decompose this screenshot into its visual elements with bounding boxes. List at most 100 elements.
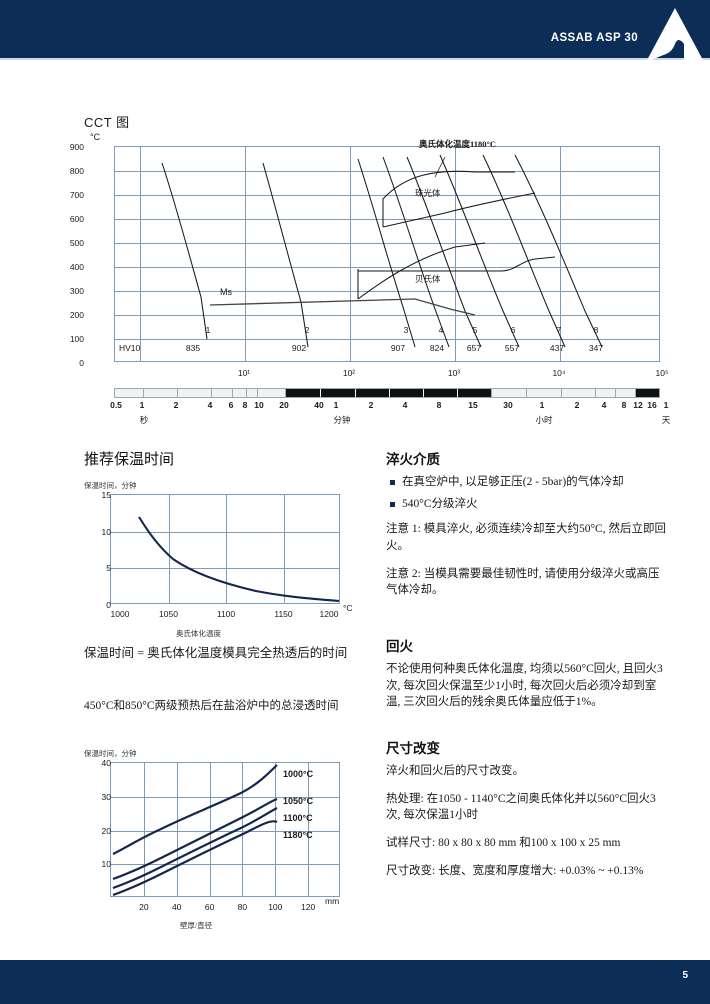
series-1000C (112, 764, 278, 855)
cooling-curve-2 (262, 162, 309, 348)
pearlite-lower (382, 192, 536, 228)
x-tick: 20 (139, 902, 149, 912)
chart3-curves (112, 764, 278, 897)
dimension-line-2: 热处理: 在1050 - 1140°C之间奥氏体化并以560°C回火3次, 每次… (386, 792, 656, 822)
gridline-h (111, 568, 339, 570)
quench-bullet-text: 540°C分级淬火 (402, 497, 478, 510)
gridline-h (111, 796, 339, 798)
y-tick: 10 (101, 526, 111, 537)
y-tick: 400 (69, 262, 84, 272)
retained-line (358, 256, 556, 272)
header-divider (0, 58, 710, 60)
curve-number: 4 (438, 325, 444, 335)
curve-number: 5 (472, 325, 478, 335)
x-tick: 120 (301, 902, 316, 912)
list-item: 在真空炉中, 以足够正压(2 - 5bar)的气体冷却 (386, 474, 670, 491)
curve-number: 3 (403, 325, 409, 335)
chart3-x-axis-label: 壁厚/直径 (180, 921, 213, 930)
x-tick: 1050 (159, 609, 178, 619)
y-tick: 0 (79, 358, 84, 368)
cct-curves (161, 154, 603, 348)
gridline-h (111, 864, 339, 866)
gridline-h (111, 830, 339, 832)
chart3-plot-area: 10 20 30 40 20 40 60 80 100 120 mm 1000°… (102, 758, 340, 912)
x-tick: 80 (237, 902, 248, 912)
cooling-curve-8 (514, 154, 603, 348)
ms-line (209, 298, 476, 316)
cooling-curve-7 (482, 154, 566, 348)
y-tick: 700 (69, 190, 84, 200)
time-unit-days: 天 (661, 415, 671, 425)
list-item: 540°C分级淬火 (386, 496, 670, 513)
quench-section-heading: 淬火介质 (386, 452, 440, 467)
y-tick: 10 (101, 859, 111, 870)
hv10-value: 902 (291, 343, 307, 353)
gridline-v (140, 147, 141, 361)
cooling-curve-5 (406, 156, 482, 348)
hv10-value: 657 (466, 343, 482, 353)
time-unit-seconds: 秒 (139, 415, 149, 425)
y-tick: 20 (101, 825, 111, 836)
time-label: 2 (574, 400, 580, 410)
series-label-1180c: 1180°C (283, 830, 313, 840)
quench-note-1: 注意 1: 模具淬火, 必须连续冷却至大约50°C, 然后立即回火。 (386, 523, 666, 553)
hv10-value: 835 (185, 343, 201, 353)
series-label-1100c: 1100°C (283, 813, 313, 823)
curve-number: 1 (205, 325, 211, 335)
gridline-v (168, 495, 170, 603)
series-1180C (112, 820, 278, 897)
dimension-line-3: 试样尺寸: 80 x 80 x 80 mm 和100 x 100 x 25 mm (386, 837, 621, 850)
hv10-value: 437 (549, 343, 565, 353)
hv10-value: 557 (504, 343, 520, 353)
x-tick: 60 (204, 902, 215, 912)
time-scale-dark-segment (285, 389, 491, 397)
time-label: 1 (333, 400, 339, 410)
gridline-h (115, 243, 659, 244)
x-decade-label: 10² (342, 368, 356, 378)
time-label: 2 (368, 400, 374, 410)
page-header (0, 0, 710, 58)
gridline-h (115, 171, 659, 172)
gridline-v (275, 763, 277, 896)
page-number: 5 (682, 970, 688, 981)
gridline-h (115, 267, 659, 268)
gridline-h (115, 315, 659, 316)
time-label: 1 (139, 400, 145, 410)
gridline-v (143, 763, 145, 896)
bainite-boundary (357, 242, 486, 300)
time-label: 1 (539, 400, 545, 410)
gridline-v (283, 495, 285, 603)
holding-time-definition: 保温时间 = 奥氏体化温度模具完全热透后的时间 (84, 646, 348, 660)
mountain-logo-icon (646, 8, 704, 62)
bainite-annotation: 贝氏体 (415, 274, 441, 284)
austenitizing-temp-annotation: 奥氏体化温度1180°C (419, 139, 497, 149)
time-label: 1 (663, 400, 669, 410)
x-decade-label: 10⁵ (655, 368, 669, 378)
page-footer: 5 (0, 960, 710, 1004)
time-label: 12 (633, 400, 643, 410)
time-scale-bar: 0.5 1 2 4 6 8 10 20 40 1 2 4 8 15 30 1 2… (110, 388, 670, 425)
time-label: 30 (503, 400, 513, 410)
series-1100C (112, 807, 278, 890)
y-tick: 300 (69, 286, 84, 296)
dimension-section-heading: 尺寸改变 (386, 741, 440, 757)
time-label: 8 (242, 400, 248, 410)
gridline-h (115, 219, 659, 220)
time-scale-cells (114, 388, 660, 398)
y-tick: 5 (106, 563, 111, 574)
cct-plot-area: Ms 珠光体 贝氏体 1 2 3 4 5 6 7 8 HV10 835 902 … (114, 146, 660, 362)
time-label: 16 (647, 400, 657, 410)
time-label: 6 (228, 400, 234, 410)
temper-body-text: 不论使用何种奥氏体化温度, 均须以560°C回火, 且回火3次, 每次回火保温至… (386, 663, 663, 709)
cooling-curve-4 (382, 156, 450, 348)
time-scale-dark-segment (635, 389, 659, 397)
curve-number: 7 (556, 325, 562, 335)
left-column: 推荐保温时间 保温时间，分钟 0 5 10 15 1000 1050 1100 … (84, 448, 374, 930)
soak-time-thickness-chart: 保温时间，分钟 10 20 30 40 20 (84, 748, 374, 930)
cooling-curve-3 (357, 158, 416, 348)
x-tick: 1200 (319, 609, 339, 619)
hv10-value: 347 (588, 343, 604, 353)
gridline-v (226, 495, 227, 603)
time-label: 8 (621, 400, 627, 410)
time-label: 8 (436, 400, 442, 410)
